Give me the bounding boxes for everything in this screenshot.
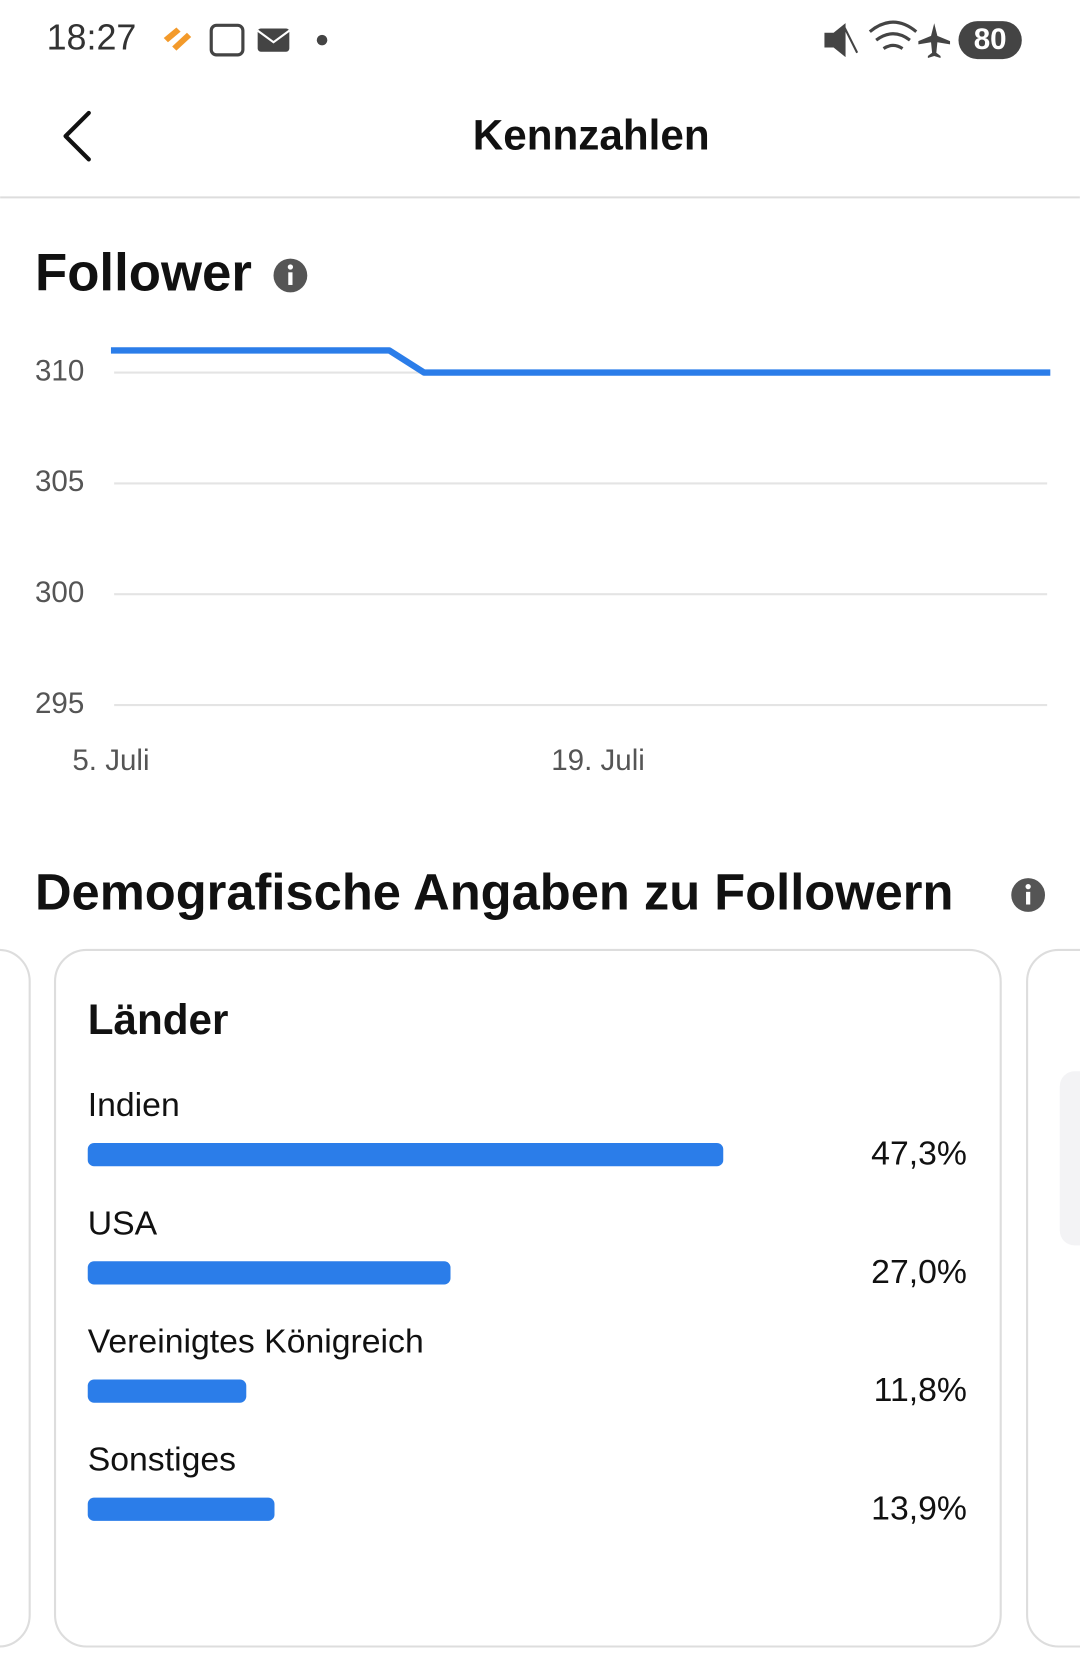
y-tick-label: 305 bbox=[35, 465, 84, 498]
x-tick-label: 19. Juli bbox=[551, 744, 645, 777]
status-icons bbox=[163, 20, 1022, 60]
countries-card bbox=[53, 948, 1002, 1648]
card-previous[interactable] bbox=[0, 948, 31, 1648]
bar-chart: Indien 47,3% USA 27,0% Vereinigtes Königreic… bbox=[87, 1086, 967, 1527]
x-tick-label: 5. Juli bbox=[72, 744, 149, 777]
y-tick-label: 295 bbox=[35, 687, 84, 720]
y-tick-label: 300 bbox=[35, 576, 84, 609]
data-line bbox=[110, 347, 1051, 376]
info-icon[interactable] bbox=[1011, 878, 1046, 912]
status-time: 18:27 bbox=[47, 18, 137, 58]
card-next[interactable] bbox=[1026, 948, 1080, 1648]
bar bbox=[87, 1143, 724, 1167]
category-label: Vereinigtes Königreich bbox=[88, 1323, 424, 1361]
category-label: USA bbox=[88, 1204, 158, 1242]
card-next-content bbox=[1059, 1071, 1080, 1246]
y-tick-label: 310 bbox=[35, 354, 84, 387]
value-label: 13,9% bbox=[871, 1489, 967, 1527]
category-label: Sonstiges bbox=[88, 1441, 236, 1479]
line-chart: 295 300 305 310 5. Juli 19. Juli bbox=[35, 347, 1051, 777]
category-label: Indien bbox=[88, 1086, 180, 1124]
value-label: 27,0% bbox=[871, 1253, 967, 1291]
bar bbox=[87, 1497, 275, 1521]
bar bbox=[87, 1379, 247, 1403]
value-label: 11,8% bbox=[874, 1371, 967, 1409]
chart-title: Follower bbox=[35, 243, 252, 302]
battery-level: 80 bbox=[974, 23, 1007, 56]
back-button[interactable] bbox=[63, 110, 91, 162]
card-title: Länder bbox=[88, 996, 229, 1043]
info-icon[interactable] bbox=[273, 258, 308, 293]
value-label: 47,3% bbox=[871, 1135, 967, 1173]
bar bbox=[87, 1261, 451, 1285]
header-title: Kennzahlen bbox=[473, 111, 710, 158]
section-title: Demografische Angaben zu Followern bbox=[35, 863, 954, 920]
